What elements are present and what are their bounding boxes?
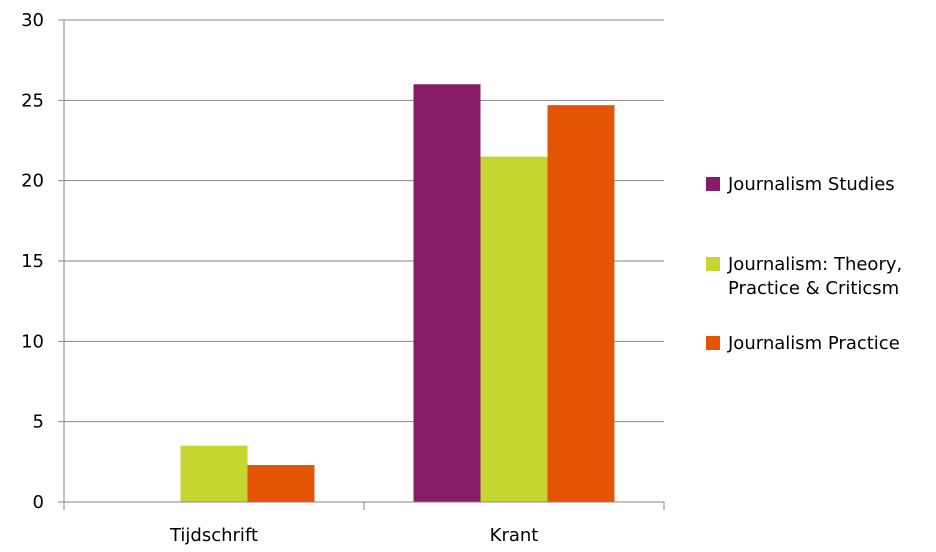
y-tick-label: 0 [33, 492, 44, 513]
legend-label: Journalism: Theory, Practice & Criticsm [727, 254, 902, 299]
y-tick-label: 15 [21, 251, 44, 272]
legend-item-2: Journalism Practice [706, 333, 900, 354]
legend: Journalism Studies Journalism: Theory, Pra… [706, 174, 902, 354]
bar-0-2 [247, 465, 315, 502]
x-axis-tick-labels: Tijdschrift Krant [169, 525, 538, 546]
legend-label: Journalism Practice [727, 333, 900, 354]
legend-swatch [706, 336, 720, 350]
bar-1-0 [413, 84, 481, 503]
y-axis-tick-labels: 0 5 10 15 20 25 30 [21, 10, 44, 513]
bar-1-2 [547, 105, 615, 503]
y-tick-label: 10 [21, 331, 44, 352]
y-tick-label: 25 [21, 90, 44, 111]
bars [180, 84, 615, 503]
axes [58, 19, 665, 510]
legend-swatch [706, 177, 720, 191]
bar-1-1 [480, 156, 548, 503]
y-tick-label: 5 [33, 412, 44, 433]
legend-item-1: Journalism: Theory, Practice & Criticsm [706, 254, 902, 299]
legend-swatch [706, 257, 720, 271]
x-tick-label: Krant [490, 525, 539, 546]
legend-label: Journalism Studies [727, 174, 895, 195]
y-tick-label: 20 [21, 171, 44, 192]
y-tick-label: 30 [21, 10, 44, 31]
bar-0-1 [180, 445, 248, 502]
legend-item-0: Journalism Studies [706, 174, 895, 195]
x-tick-label: Tijdschrift [169, 525, 258, 546]
